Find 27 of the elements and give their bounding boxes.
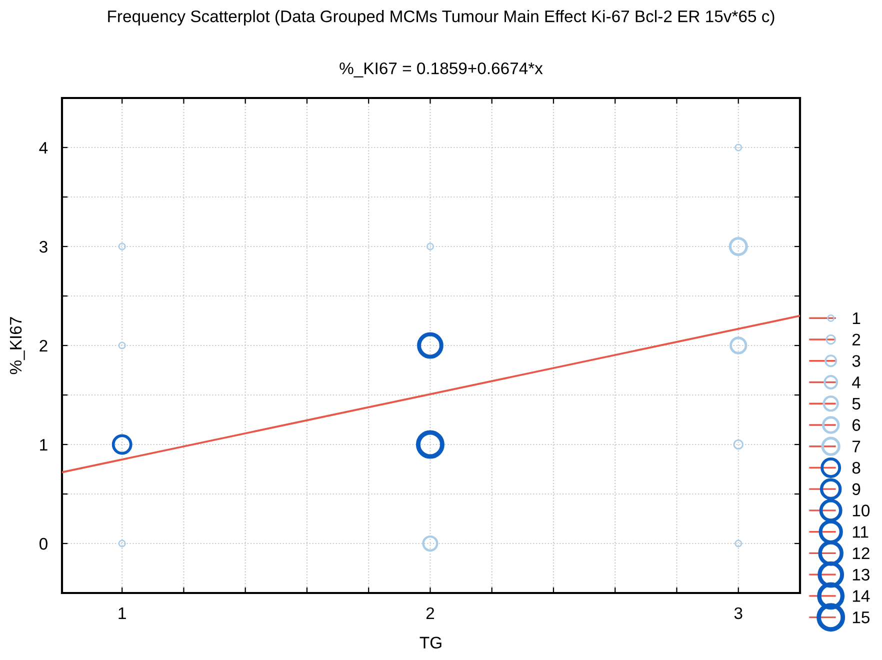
y-tick-label: 2 xyxy=(40,340,48,352)
x-tick-label: 2 xyxy=(426,607,434,619)
legend-label: 2 xyxy=(852,334,860,346)
legend-label: 7 xyxy=(852,440,860,452)
y-tick-label: 3 xyxy=(39,240,48,253)
y-tick-label: 0 xyxy=(39,538,48,550)
chart-subtitle: %_KI67 = 0.1859+0.6674*x xyxy=(340,62,543,78)
legend-label: 8 xyxy=(852,462,860,474)
legend-label: 10 xyxy=(852,504,870,516)
chart-title: Frequency Scatterplot (Data Grouped MCMs Tumour Main Effect Ki-67 Bcl-2 ER 15v*65 c) xyxy=(108,10,774,26)
x-tick-label: 1 xyxy=(118,608,126,619)
legend-label: 11 xyxy=(852,526,868,538)
legend-label: 12 xyxy=(852,547,870,560)
y-tick-label: 4 xyxy=(39,142,48,154)
legend-label: 14 xyxy=(852,590,870,602)
legend-label: 1 xyxy=(852,312,860,324)
legend-label: 15 xyxy=(852,612,870,624)
x-tick-label: 3 xyxy=(734,607,742,620)
legend-label: 5 xyxy=(852,398,860,410)
y-tick-label: 1 xyxy=(40,439,48,451)
legend-label: 9 xyxy=(852,483,860,496)
legend-label: 6 xyxy=(852,419,860,431)
y-axis-title: %_KI67 xyxy=(10,317,25,374)
legend-label: 4 xyxy=(852,376,860,388)
x-axis-title: TG xyxy=(420,636,442,649)
legend-label: 3 xyxy=(852,355,860,367)
legend-label: 13 xyxy=(852,568,870,581)
